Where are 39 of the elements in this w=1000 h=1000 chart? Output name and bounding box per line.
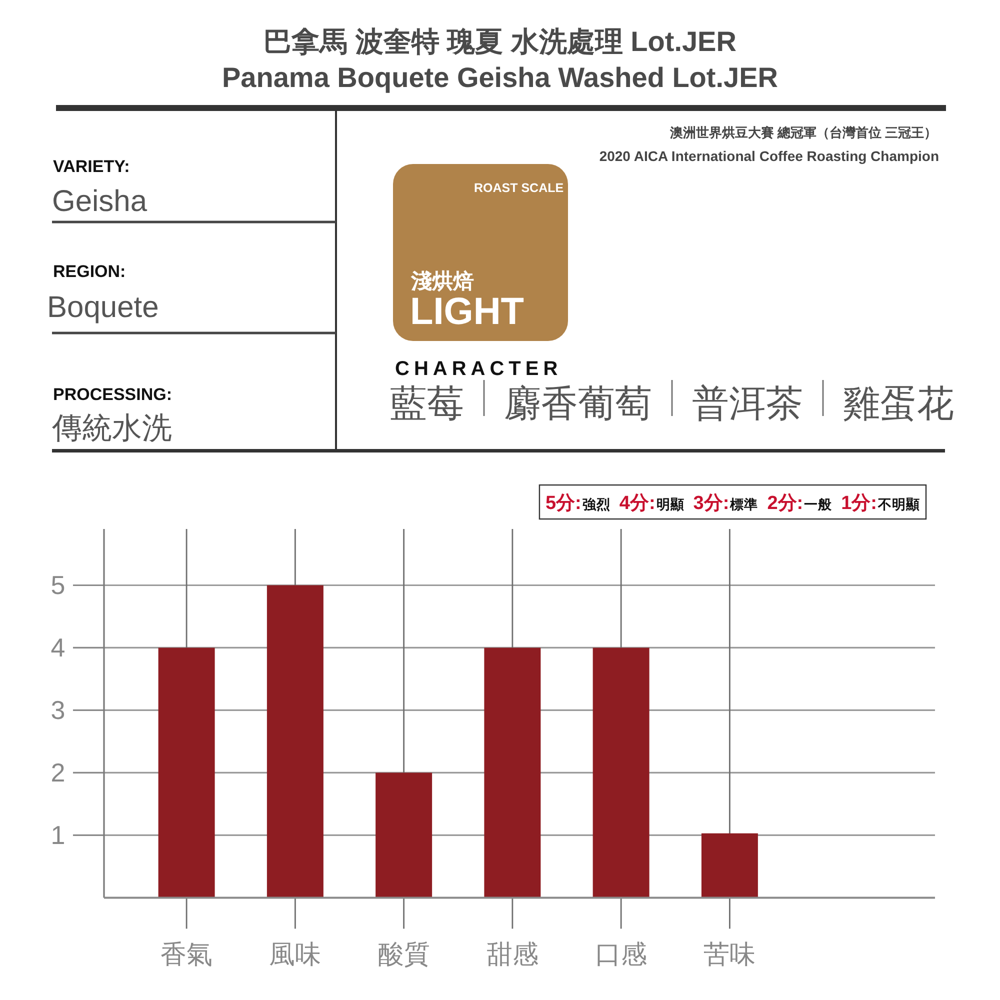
text: CHARACTER [395,358,562,380]
text: 一般 [804,497,834,512]
text: 3分: [693,493,730,514]
text: 5分: [545,493,582,514]
text: Geisha [52,185,148,218]
text: PROCESSING: [53,385,172,404]
x-tick-label: 苦味 [704,939,756,969]
text: Boquete [47,291,159,324]
text: VARIETY: [53,157,130,176]
text: 普洱茶 [692,383,803,424]
text: 澳洲世界烘豆大賽 總冠軍（台灣首位 三冠王） [668,125,937,140]
text: 標準 [729,497,758,512]
x-tick-label: 甜感 [486,939,538,969]
text: LIGHT [410,291,524,333]
text: 強烈 [582,497,610,512]
y-tick-label: 3 [50,695,66,726]
x-tick-label: 香氣 [160,939,213,969]
text: 4分: [619,493,656,514]
text: 巴拿馬 波奎特 瑰夏 水洗處理 Lot.JER [264,26,736,57]
text: REGION: [53,262,126,281]
text: 藍莓 [390,383,464,424]
x-tick-label: 口感 [595,939,648,969]
y-tick-label: 4 [50,632,66,663]
text: ROAST SCALE [474,181,564,195]
y-tick-label: 2 [50,758,66,788]
text: 雞蛋花 [843,383,954,424]
y-tick-label: 1 [50,820,66,850]
x-tick-label: 風味 [269,939,322,969]
x-tick-label: 酸質 [378,939,430,969]
text: 麝香葡萄 [504,383,652,424]
text: 傳統水洗 [51,412,172,445]
text: 2020 AICA International Coffee Roasting Champion [599,148,939,164]
y-tick-label: 5 [50,570,66,600]
text: 1分: [841,493,877,514]
text: 2分: [767,493,804,514]
text: 不明顯 [877,497,920,512]
text: 明顯 [656,497,684,512]
text: Panama Boquete Geisha Washed Lot.JER [222,62,778,93]
text: 淺烘焙 [410,270,474,293]
